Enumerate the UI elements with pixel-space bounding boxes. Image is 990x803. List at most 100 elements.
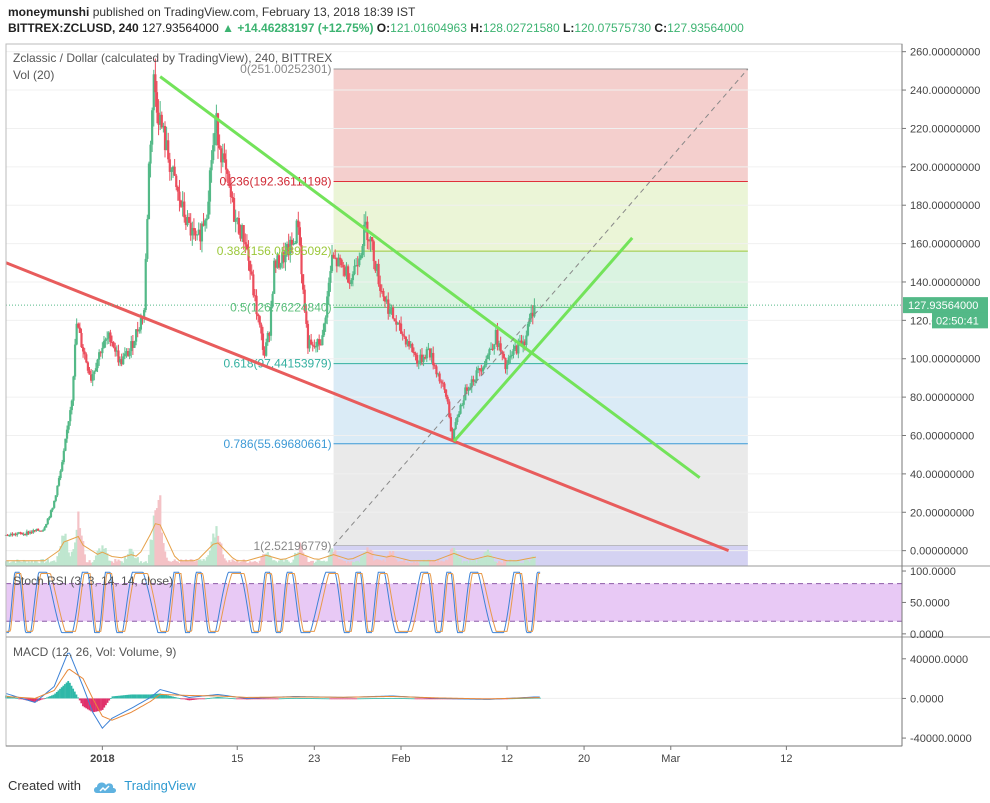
- volume-bar: [155, 508, 159, 566]
- candle-body: [199, 229, 202, 242]
- fib-level-label: 1(2.52196779): [253, 539, 331, 553]
- volume-bar: [226, 562, 229, 566]
- volume-bar: [401, 561, 404, 566]
- candle-body: [73, 344, 77, 377]
- volume-bar: [265, 553, 268, 566]
- candle-body: [525, 335, 528, 345]
- macd-histogram-bar: [114, 696, 117, 699]
- candle-body: [224, 159, 228, 170]
- volume-bar: [428, 560, 432, 566]
- macd-histogram-bar: [129, 694, 132, 699]
- macd-histogram-bar: [54, 693, 57, 699]
- macd-axis[interactable]: 40000.0000 0.0000 -40000.0000: [902, 654, 972, 745]
- macd-histogram-bar: [186, 698, 189, 701]
- fib-level-label: 0.382(156.08895092): [217, 244, 332, 258]
- volume-bar: [266, 552, 269, 566]
- candle-body: [300, 245, 303, 275]
- volume-bar: [37, 562, 40, 566]
- volume-bar: [96, 550, 99, 566]
- author-name[interactable]: moneymunshi: [8, 5, 90, 19]
- candle-body: [364, 221, 367, 225]
- macd-histogram-bar: [127, 694, 130, 699]
- macd-histogram-bar: [101, 698, 104, 710]
- volume-bar: [237, 562, 241, 566]
- volume-bar: [292, 559, 295, 566]
- macd-pane[interactable]: MACD (12, 26, Vol: Volume, 9): [5, 645, 902, 729]
- volume-bar: [233, 560, 236, 566]
- trendlines[interactable]: [5, 68, 902, 553]
- candle-body: [260, 324, 263, 334]
- stoch-rsi-pane[interactable]: Stoch RSI (3, 3, 14, 14, close): [6, 571, 902, 634]
- candle-body: [507, 357, 510, 365]
- candle-body: [522, 341, 525, 347]
- macd-histogram-bar: [347, 698, 350, 700]
- volume-bar: [379, 560, 382, 566]
- macd-histogram-bar: [196, 698, 199, 700]
- volume-bar: [279, 559, 282, 566]
- volume-bar: [375, 559, 379, 566]
- volume-bar: [437, 559, 440, 566]
- tradingview-brand[interactable]: TradingView: [124, 778, 196, 793]
- candle-body: [269, 306, 273, 336]
- volume-bar: [271, 560, 274, 566]
- macd-histogram-bar: [430, 698, 433, 700]
- candle-body: [533, 305, 536, 317]
- candle-body: [40, 530, 43, 532]
- trading-chart[interactable]: 0(251.00252301) 0.236(192.36111198) 0.382(…: [0, 40, 990, 770]
- price-axis[interactable]: 260.00000000 240.00000000 220.00000000 200.…: [902, 47, 980, 558]
- candle-body: [438, 373, 441, 382]
- volume-bar: [501, 563, 504, 566]
- candle-body: [263, 349, 266, 356]
- candle-body: [481, 367, 485, 372]
- macd-histogram-bar: [383, 698, 386, 699]
- candle-body: [480, 370, 483, 372]
- candle-body: [85, 354, 88, 363]
- stoch-rsi-axis[interactable]: 100.0000 50.0000 0.0000: [902, 566, 956, 641]
- candle-body: [252, 274, 255, 296]
- fibonacci-retracement[interactable]: [333, 68, 748, 566]
- volume-bar: [83, 554, 86, 566]
- volume-bar: [390, 552, 393, 566]
- candle-body: [257, 314, 260, 317]
- candle-body: [493, 344, 496, 350]
- volume-bar: [515, 561, 518, 566]
- candle-body: [146, 219, 149, 259]
- last-price-tag: [903, 297, 988, 314]
- macd-histogram-bar: [242, 698, 245, 700]
- axis-tick-label: -40000.0000: [910, 733, 972, 745]
- macd-histogram-bar: [86, 698, 89, 710]
- volume-bar: [207, 555, 210, 566]
- macd-histogram-bar: [59, 688, 61, 699]
- macd-histogram-bar: [67, 680, 70, 699]
- price-pane[interactable]: 0(251.00252301) 0.236(192.36111198) 0.382(…: [4, 44, 902, 566]
- candle-body: [8, 534, 11, 536]
- volume-bar: [351, 562, 355, 566]
- macd-histogram-bar: [119, 695, 122, 699]
- volume-bar: [57, 552, 61, 566]
- macd-histogram-bar: [380, 698, 382, 699]
- volume-bar: [168, 561, 172, 566]
- macd-histogram-bar: [42, 698, 45, 700]
- macd-histogram-bar: [183, 698, 186, 700]
- candle-body: [131, 341, 134, 348]
- axis-tick-label: 50.0000: [910, 597, 950, 609]
- volume-bar: [33, 560, 37, 566]
- candle-body: [284, 249, 287, 263]
- candle-body: [98, 352, 101, 360]
- time-axis[interactable]: 2018 15 23 Feb 12 20 Mar 12: [90, 746, 793, 765]
- candle-body: [250, 271, 253, 275]
- macd-histogram-bar: [435, 698, 438, 700]
- green-downtrend-line: [159, 75, 701, 479]
- candle-body: [422, 357, 425, 362]
- pane-frames: [5, 43, 990, 747]
- candle-body: [72, 376, 75, 401]
- macd-histogram-bar: [342, 698, 345, 700]
- candle-body: [223, 153, 226, 160]
- volume-bar: [284, 559, 287, 566]
- symbol-label: BITTREX:ZCLUSD, 240: [8, 21, 139, 35]
- candle-body: [287, 244, 290, 256]
- candle-body: [380, 290, 383, 292]
- macd-histogram-bar: [131, 694, 134, 699]
- volume-bar: [104, 548, 107, 566]
- price-change: ▲ +14.46283197 (+12.75%): [222, 21, 374, 35]
